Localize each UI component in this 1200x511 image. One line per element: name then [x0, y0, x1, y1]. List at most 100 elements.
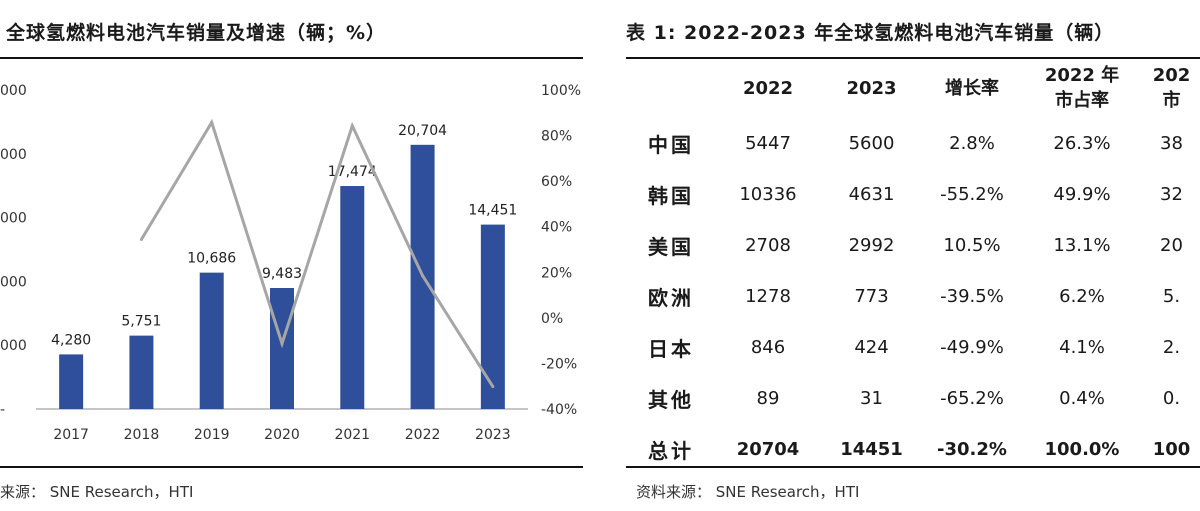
left-axis-tick-label: 000: [0, 147, 27, 163]
right-axis-tick-label: 100%: [541, 83, 581, 99]
x-tick-label: 2020: [264, 427, 300, 443]
table-cell: 100: [1152, 439, 1191, 460]
table-title: 表 1: 2022-2023 年全球氢燃料电池汽车销量（辆）: [626, 22, 1115, 44]
chart-source-note: 来源： SNE Research，HTI: [0, 483, 194, 501]
table-cell: 100.0%: [1044, 439, 1120, 460]
table-cell: 4631: [848, 184, 895, 205]
table-row: 欧洲 1278 773 -39.5% 6.2% 5.: [626, 271, 1200, 322]
table-cell: -30.2%: [937, 439, 1007, 460]
right-axis-tick-label: -40%: [541, 402, 577, 418]
table-cell: 0.4%: [1059, 388, 1105, 409]
table-cell: 89: [756, 388, 780, 409]
table-cell: -65.2%: [940, 388, 1004, 409]
table-cell: 26.3%: [1053, 133, 1111, 154]
table-cell: 2.: [1162, 337, 1181, 358]
table-cell: 2708: [745, 235, 791, 256]
table-top-rule: [626, 57, 1200, 59]
bar-2021: [340, 186, 365, 409]
bar-2017: [59, 354, 84, 409]
left-axis-tick-label: 000: [0, 211, 27, 227]
row-label: 美国: [648, 235, 694, 259]
sales-table: 2022 2023 增长率 2022 年 市占率 202 市中国 5447 5600 2.8%…: [626, 58, 1200, 475]
table-cell: 49.9%: [1053, 184, 1111, 205]
table-cell: 773: [854, 286, 889, 307]
chart-title: 全球氢燃料电池汽车销量及增速（辆；%）: [6, 22, 387, 44]
table-cell: 846: [750, 337, 786, 358]
data-label: 14,451: [468, 203, 517, 219]
x-tick-label: 2017: [53, 427, 89, 443]
table-header-cell: 2023: [846, 77, 897, 99]
right-axis-tick-label: 40%: [541, 220, 572, 236]
table-cell: 6.2%: [1059, 286, 1105, 307]
table-cell: -55.2%: [940, 184, 1004, 205]
right-axis-tick-label: 80%: [541, 129, 572, 145]
bar-2023: [480, 224, 505, 409]
table-cell: 1278: [745, 286, 791, 307]
table-row: 日本 846 424 -49.9% 4.1% 2.: [626, 322, 1200, 373]
table-cell: 424: [854, 337, 889, 358]
right-axis-tick-label: 0%: [541, 311, 563, 327]
chart-top-rule: [0, 57, 583, 59]
row-label: 韩国: [648, 184, 694, 208]
table-cell: 4.1%: [1059, 337, 1105, 358]
table-cell: 5447: [745, 133, 791, 154]
table-header-cell: 202 市: [1152, 65, 1191, 111]
table-row: 其他 89 31 -65.2% 0.4% 0.: [626, 373, 1200, 424]
data-label: 20,704: [398, 123, 447, 139]
table-cell: -39.5%: [940, 286, 1004, 307]
table-row: 中国 5447 5600 2.8% 26.3% 38: [626, 118, 1200, 169]
table-header-cell: [626, 58, 716, 118]
left-axis-tick-label: 000: [0, 83, 27, 99]
table-cell: 14451: [840, 439, 903, 460]
data-label: 9,483: [262, 266, 302, 282]
table-bottom-rule: [626, 466, 1200, 468]
right-axis-tick-label: 20%: [541, 265, 572, 281]
data-label: 5,751: [121, 314, 161, 330]
growth-point-2021: [350, 124, 354, 128]
row-label: 欧洲: [648, 286, 694, 310]
table-cell: 38: [1160, 133, 1183, 154]
table-cell: 0.: [1162, 388, 1181, 409]
left-axis-tick-label: 000: [0, 274, 27, 290]
table-cell: 2992: [848, 235, 895, 256]
table-header-cell: 2022 年 市占率: [1044, 65, 1120, 111]
table-cell: 31: [860, 388, 883, 409]
row-label: 中国: [648, 133, 694, 157]
x-tick-label: 2018: [124, 427, 160, 443]
table-cell: 10336: [739, 184, 797, 205]
growth-rate-line: [140, 118, 495, 388]
bar-2020: [270, 287, 294, 409]
table-cell: 5600: [848, 133, 895, 154]
sales-growth-chart: 000 000 000 000 000 - -40% -20% 0% 20% 40% 60% 80% 10…: [0, 83, 581, 443]
row-label: 总计: [648, 439, 694, 463]
table-cell: 2.8%: [949, 133, 995, 154]
table-header-row: 2022 2023 增长率 2022 年 市占率 202 市: [626, 58, 1200, 118]
row-label: 其他: [648, 388, 694, 412]
x-tick-label: 2019: [194, 427, 230, 443]
table-cell: 20704: [736, 439, 800, 460]
growth-point-2023: [491, 385, 495, 389]
growth-point-2019: [210, 120, 214, 124]
right-axis-tick-label: -20%: [541, 356, 577, 372]
table-cell: -49.9%: [940, 337, 1004, 358]
growth-point-2022: [421, 274, 425, 278]
growth-point-2020: [280, 342, 284, 346]
table-header-cell: 2022: [742, 77, 794, 99]
left-axis-tick-label: 000: [0, 338, 27, 354]
bar-2019: [199, 272, 224, 409]
bar-2018: [129, 335, 154, 409]
table-row: 美国 2708 2992 10.5% 13.1% 20: [626, 220, 1200, 271]
table-cell: 32: [1160, 184, 1183, 205]
row-label: 日本: [648, 337, 694, 361]
x-tick-label: 2023: [475, 427, 511, 443]
x-tick-label: 2021: [334, 427, 370, 443]
x-tick-label: 2022: [405, 427, 441, 443]
table-row: 韩国 10336 4631 -55.2% 49.9% 32: [626, 169, 1200, 220]
table-header-cell: 增长率: [945, 77, 999, 99]
growth-point-2018: [139, 237, 143, 241]
left-axis-tick-label: -: [0, 402, 5, 418]
table-total-row: 总计 20704 14451 -30.2% 100.0% 100: [626, 424, 1200, 475]
chart-bottom-rule: [0, 466, 583, 468]
table-source-note: 资料来源： SNE Research，HTI: [636, 483, 860, 501]
data-label: 4,280: [51, 332, 91, 348]
